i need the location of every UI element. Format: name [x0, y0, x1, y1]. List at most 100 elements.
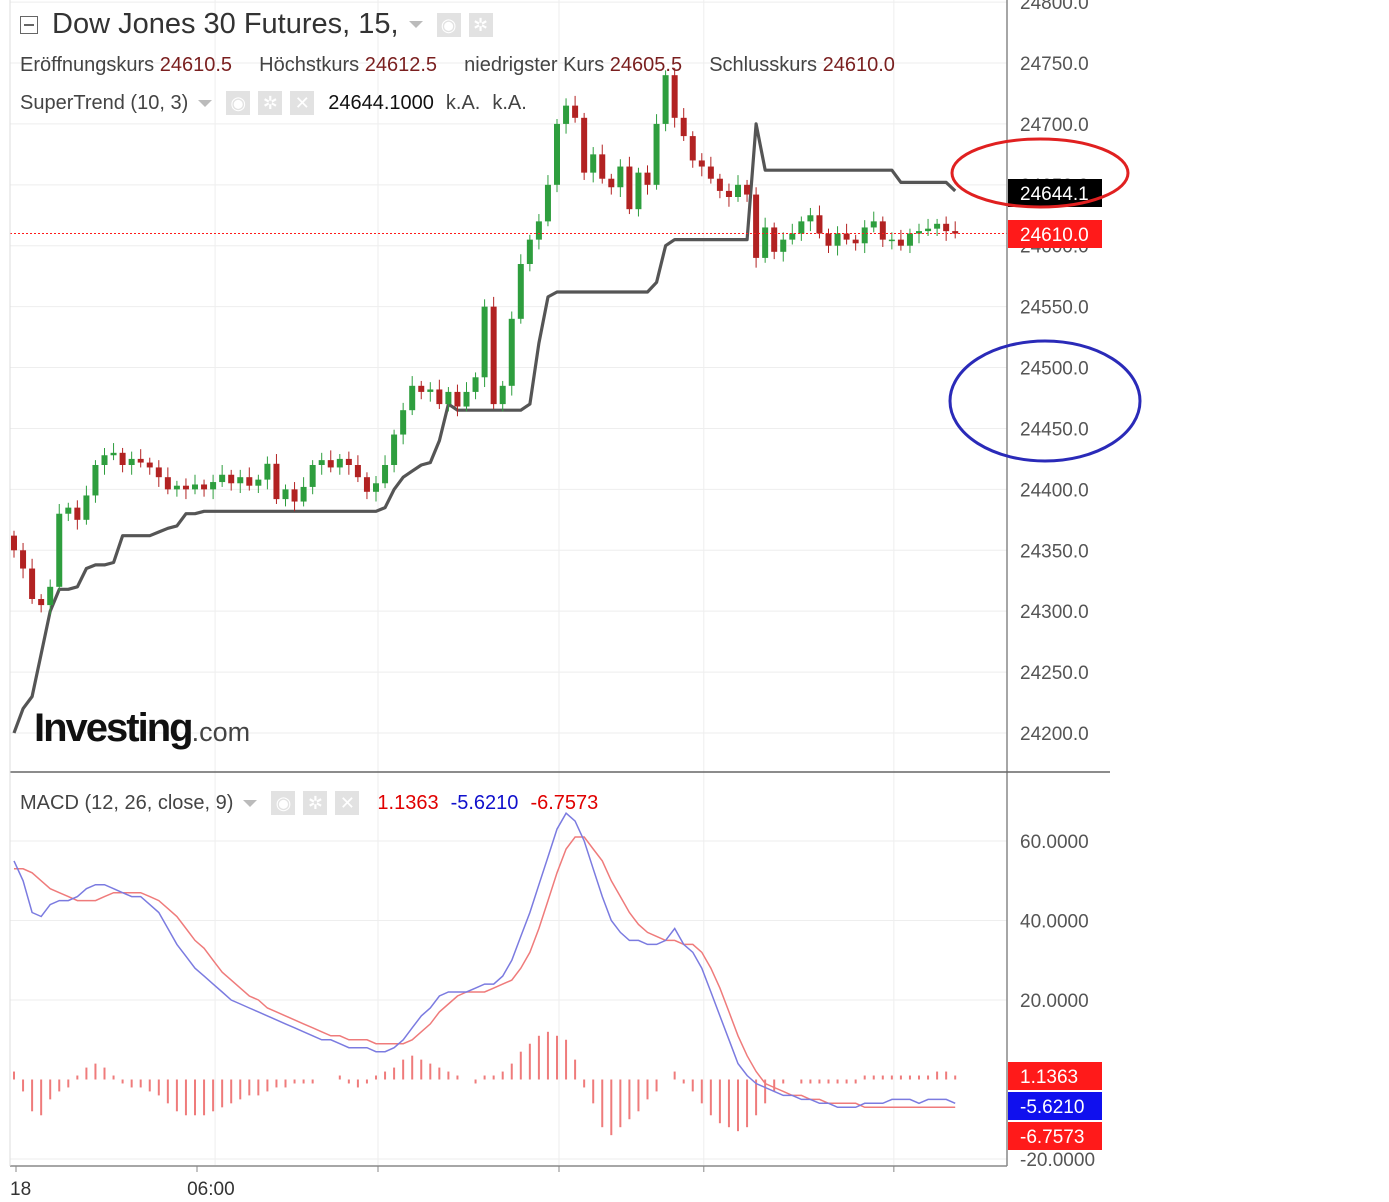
candle — [771, 227, 778, 252]
price-tick-label: 24500.0 — [1020, 359, 1089, 380]
candle — [137, 458, 144, 463]
macd-tick-label: 40.0000 — [1020, 912, 1089, 933]
eye-icon[interactable]: ◉ — [226, 91, 251, 115]
blue-annotation-ellipse — [948, 339, 1142, 463]
candle — [201, 484, 208, 490]
candle — [526, 239, 533, 264]
candle — [445, 391, 452, 405]
eye-icon[interactable]: ◉ — [436, 12, 461, 37]
price-tick-label: 24450.0 — [1020, 419, 1089, 440]
candle — [680, 117, 687, 137]
chart-title-row: Dow Jones 30 Futures, 15, ◉ ✲ — [20, 8, 501, 41]
candle — [617, 166, 624, 188]
candle — [47, 586, 54, 606]
chevron-down-icon[interactable] — [198, 99, 213, 107]
close-value: 24610.0 — [822, 54, 895, 76]
close-label: Schlusskurs — [709, 54, 818, 76]
time-tick-label: 18 — [10, 1179, 31, 1200]
candle — [173, 485, 180, 490]
candle — [825, 233, 832, 246]
gear-icon[interactable]: ✲ — [258, 91, 283, 115]
macd-hist-tag-bg — [1008, 1062, 1102, 1090]
candle — [291, 489, 298, 502]
candle — [671, 75, 678, 118]
supertrend-legend: SuperTrend (10, 3) ◉ ✲ ✕ 24644.1000 k.A.… — [20, 91, 527, 115]
candle — [563, 105, 570, 124]
chevron-down-icon[interactable] — [243, 799, 258, 807]
candle — [83, 495, 90, 520]
macd-signal-tag-bg — [1008, 1122, 1102, 1150]
candle — [11, 535, 17, 551]
candle — [934, 223, 941, 229]
candle — [282, 489, 289, 500]
candle — [182, 485, 189, 490]
candle — [454, 391, 461, 407]
candle — [472, 377, 479, 392]
macd-line — [13, 812, 956, 1109]
candle — [707, 166, 714, 179]
candle — [644, 172, 651, 185]
price-tick-label: 24550.0 — [1020, 298, 1089, 319]
candle — [327, 460, 334, 468]
candle — [309, 465, 316, 487]
ohlc-row: Eröffnungskurs 24610.5 Höchstkurs 24612.… — [20, 54, 895, 77]
supertrend-price-tag: 24644.1 — [1020, 184, 1089, 205]
candle — [744, 184, 751, 195]
candle — [508, 318, 515, 386]
candle — [391, 434, 398, 465]
chart-title: Dow Jones 30 Futures, 15, — [52, 8, 399, 40]
eye-icon[interactable]: ◉ — [271, 791, 296, 815]
macd-legend: MACD (12, 26, close, 9) ◉ ✲ ✕ 1.1363 -5.… — [20, 791, 598, 815]
gear-icon[interactable]: ✲ — [303, 791, 328, 815]
macd-hist-tag: 1.1363 — [1020, 1067, 1078, 1088]
low-label: niedrigster Kurs — [464, 54, 605, 76]
candle — [916, 231, 922, 234]
candle — [834, 233, 841, 246]
candle — [590, 154, 597, 173]
close-icon[interactable]: ✕ — [335, 791, 360, 815]
candle — [725, 190, 732, 197]
candle — [400, 410, 407, 435]
supertrend-line — [12, 122, 957, 734]
candle — [780, 239, 787, 252]
high-value: 24612.5 — [364, 54, 438, 76]
candle — [300, 486, 307, 502]
candle — [852, 239, 859, 244]
candle — [608, 178, 615, 188]
candle — [38, 599, 45, 606]
candle — [481, 306, 488, 378]
candle — [56, 513, 63, 587]
chevron-down-icon[interactable] — [408, 21, 423, 28]
collapse-icon[interactable] — [20, 15, 38, 34]
close-icon[interactable]: ✕ — [290, 91, 315, 115]
candle — [373, 483, 379, 492]
candle — [735, 184, 741, 197]
candle — [20, 550, 27, 569]
candle — [762, 227, 769, 258]
candle — [336, 458, 343, 468]
candle — [74, 507, 81, 520]
candle — [382, 465, 389, 484]
candle — [698, 160, 705, 167]
candle — [237, 477, 244, 484]
price-tick-label: 24800.0 — [1020, 0, 1089, 14]
candle — [581, 117, 588, 173]
candle — [662, 75, 669, 124]
macd-hist-value: 1.1363 — [377, 791, 439, 814]
candle — [843, 233, 850, 240]
candle — [888, 239, 895, 242]
candle — [499, 385, 506, 405]
candle — [925, 228, 932, 232]
candle — [210, 482, 217, 490]
candle — [345, 458, 352, 465]
price-tick-label: 24350.0 — [1020, 541, 1089, 562]
candle — [572, 105, 579, 118]
candle — [653, 123, 660, 185]
candle — [861, 227, 868, 244]
candle — [409, 385, 416, 411]
gear-icon[interactable]: ✲ — [468, 12, 493, 37]
logo-brand: Investing — [34, 706, 194, 750]
price-tick-label: 24250.0 — [1020, 663, 1089, 684]
macd-tick-label: -20.0000 — [1020, 1150, 1095, 1171]
price-tick-label: 24700.0 — [1020, 115, 1089, 136]
